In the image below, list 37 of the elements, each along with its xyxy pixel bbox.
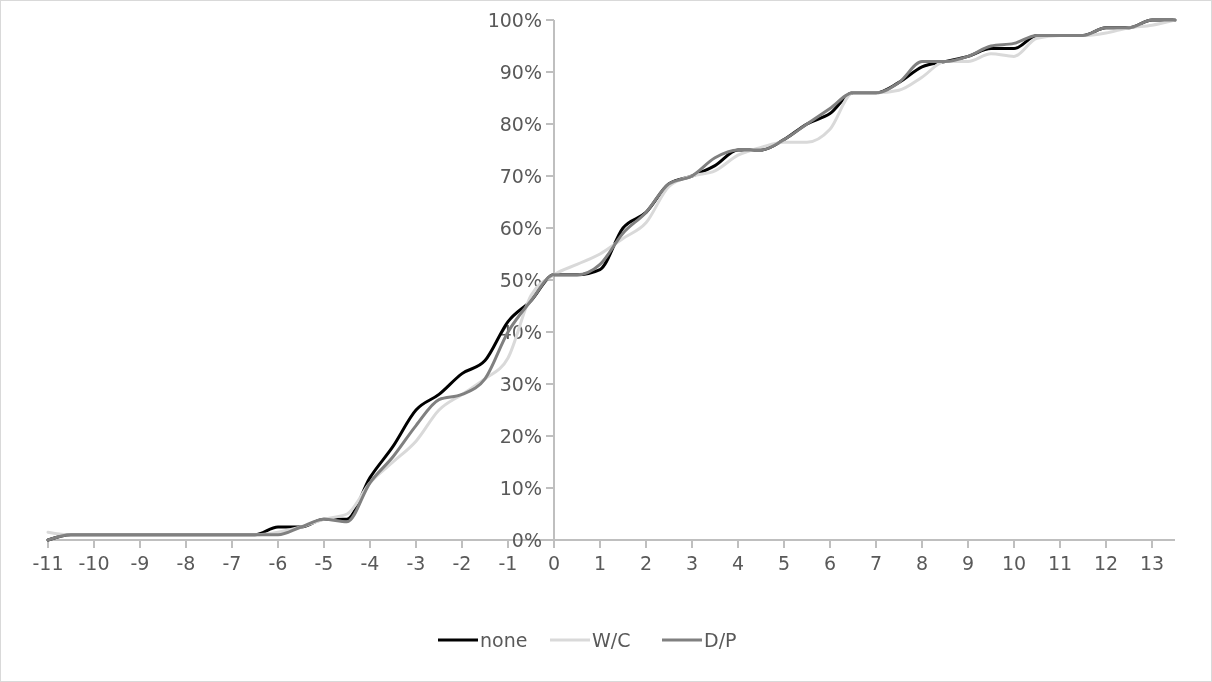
x-tick-label: 5 bbox=[777, 552, 791, 574]
x-tick-label: -7 bbox=[222, 552, 242, 574]
x-tick-label: 10 bbox=[1001, 552, 1027, 574]
y-tick-label: 60% bbox=[499, 216, 542, 239]
x-tick-label: -1 bbox=[498, 552, 518, 574]
y-tick-label: 70% bbox=[499, 164, 542, 187]
y-tick-label: 100% bbox=[487, 8, 542, 31]
y-tick-label: 20% bbox=[499, 424, 542, 447]
x-tick-label: -3 bbox=[406, 552, 426, 574]
x-tick-label: 2 bbox=[639, 552, 653, 574]
x-tick-label: 6 bbox=[823, 552, 837, 574]
legend-label: D/P bbox=[704, 628, 737, 651]
x-tick-label: -4 bbox=[360, 552, 380, 574]
y-tick-label: 80% bbox=[499, 112, 542, 135]
x-tick-label: 0 bbox=[547, 552, 561, 574]
y-tick-label: 90% bbox=[499, 60, 542, 83]
x-tick-label: -6 bbox=[268, 552, 288, 574]
x-tick-label: 12 bbox=[1093, 552, 1119, 574]
y-tick-label: 0% bbox=[511, 528, 542, 551]
y-tick-label: 10% bbox=[499, 476, 542, 499]
x-tick-label: 9 bbox=[961, 552, 975, 574]
x-tick-label: 1 bbox=[593, 552, 607, 574]
x-tick-label: -2 bbox=[452, 552, 472, 574]
legend-label: none bbox=[480, 628, 528, 651]
x-tick-label: -5 bbox=[314, 552, 334, 574]
x-tick-label: 8 bbox=[915, 552, 929, 574]
legend-label: W/C bbox=[592, 628, 631, 651]
x-tick-label: -11 bbox=[32, 552, 64, 574]
x-tick-label: 7 bbox=[869, 552, 883, 574]
y-tick-label: 30% bbox=[499, 372, 542, 395]
x-tick-label: 3 bbox=[685, 552, 699, 574]
x-tick-label: 4 bbox=[731, 552, 745, 574]
x-tick-label: 11 bbox=[1047, 552, 1073, 574]
x-tick-label: -8 bbox=[176, 552, 196, 574]
x-tick-label: -9 bbox=[130, 552, 150, 574]
x-tick-label: -10 bbox=[78, 552, 110, 574]
x-tick-label: 13 bbox=[1139, 552, 1165, 574]
